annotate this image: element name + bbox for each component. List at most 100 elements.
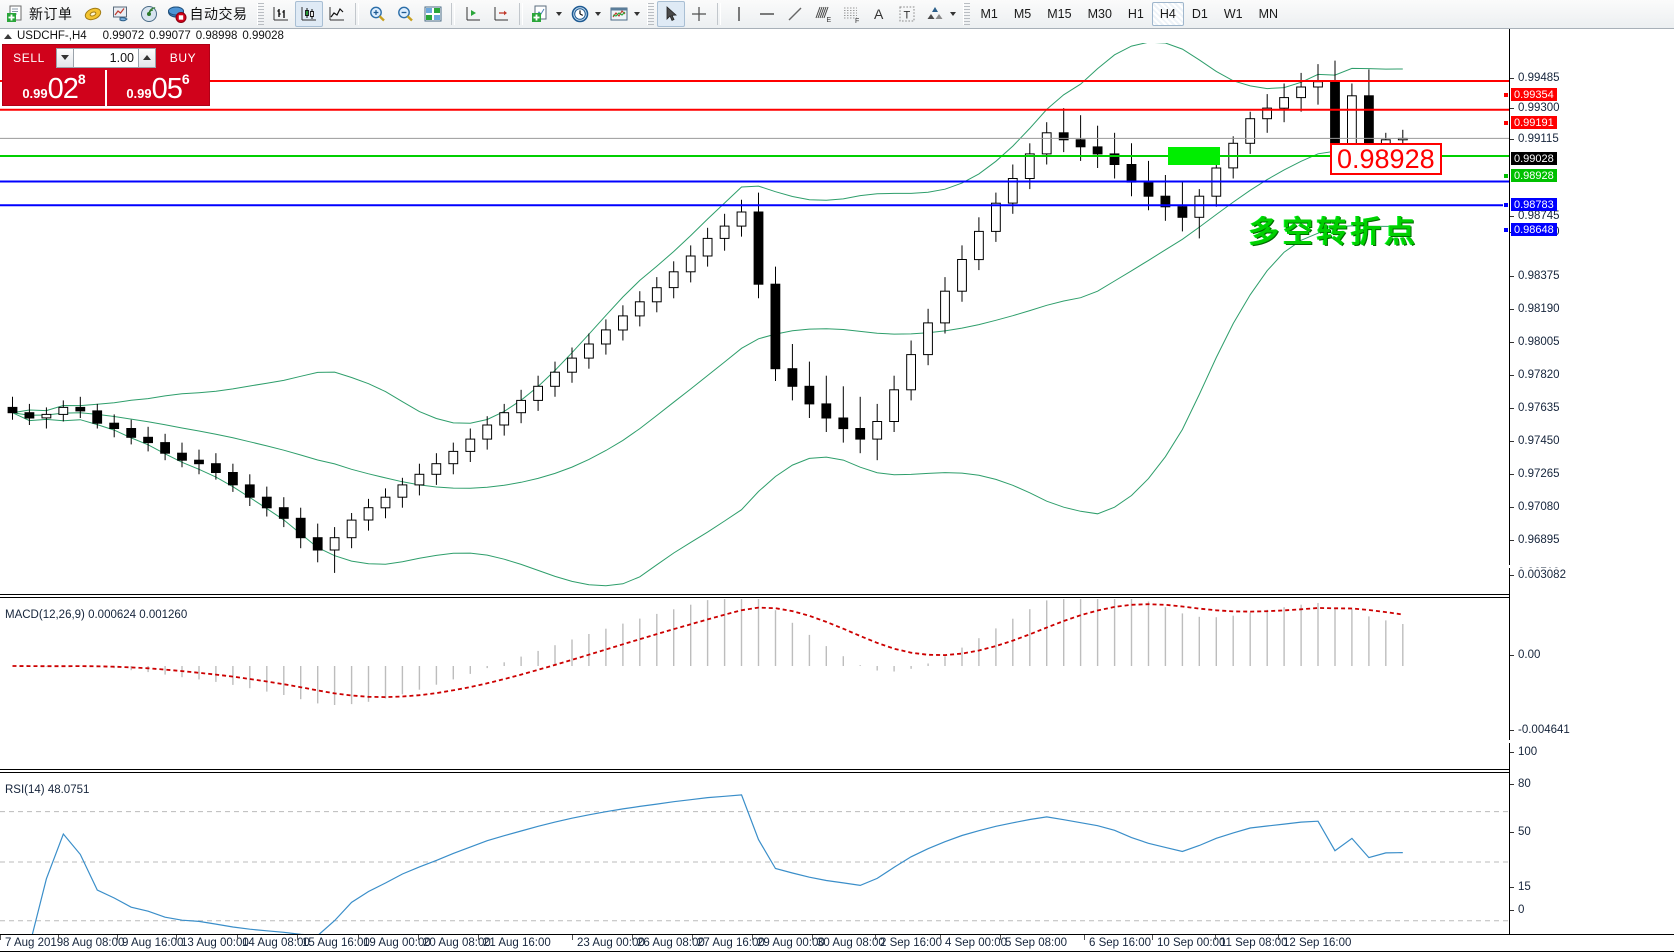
macd-scale[interactable]: 0.003082 0.00 -0.004641 (1509, 568, 1674, 740)
chinese-annotation-note[interactable]: 多空转折点 (1249, 215, 1419, 250)
candle-body (58, 406, 69, 415)
vertical-line-button[interactable] (725, 1, 753, 27)
candle-body (736, 211, 747, 227)
blue-line-label[interactable]: 0.98783 (1503, 198, 1557, 211)
chart-templates-button[interactable] (605, 1, 644, 27)
last-price-label[interactable]: 0.99028 (1511, 152, 1557, 165)
chart-templates-dropdown-caret[interactable] (633, 12, 640, 16)
candle-body (821, 403, 832, 419)
crosshair-button[interactable] (685, 1, 713, 27)
candle-body (855, 428, 866, 440)
price-scale[interactable]: 0.994850.993000.991150.987450.985600.983… (1503, 29, 1674, 612)
cursor-button[interactable] (656, 1, 685, 27)
timeframe-w1[interactable]: W1 (1223, 7, 1243, 21)
text-label-button[interactable]: T (893, 1, 921, 27)
time-axis-label: 5 Sep 08:00 (1005, 937, 1068, 949)
objects-icon (925, 4, 945, 24)
candle-body (397, 484, 408, 498)
timeframe-m15[interactable]: M15 (1047, 7, 1072, 21)
period-button[interactable] (566, 1, 605, 27)
buy-button[interactable]: 0.99 05 6 (105, 70, 209, 106)
zoom-in-button[interactable] (363, 1, 391, 27)
chart-shift-button[interactable] (459, 1, 487, 27)
green-highlight-block[interactable] (1168, 147, 1220, 165)
objects-dropdown-caret[interactable] (949, 12, 956, 16)
publish-button[interactable] (107, 1, 135, 27)
timeframe-h4[interactable]: H4 (1151, 2, 1184, 26)
volume-increase-button[interactable] (138, 47, 156, 68)
timeframe-mn[interactable]: MN (1258, 7, 1279, 21)
volume-input[interactable]: 1.00 (74, 47, 138, 68)
candle-body (92, 410, 103, 424)
templates-button[interactable] (79, 1, 107, 27)
candle-body (414, 473, 425, 486)
time-axis[interactable]: 7 Aug 2019 8 Aug 08:00 9 Aug 16:00 13 Aug 0… (0, 934, 1674, 952)
timeframe-h1[interactable]: H1 (1127, 7, 1144, 21)
sell-price-prefix: 0.99 (22, 86, 48, 101)
volume-decrease-button[interactable] (56, 47, 74, 68)
green-line-label[interactable]: 0.98928 (1503, 169, 1557, 182)
ohlc-open: 0.99072 (102, 30, 145, 42)
candlestick-chart-button[interactable] (294, 1, 323, 27)
candle-body (126, 428, 137, 438)
blue-line-label[interactable]: 0.98648 (1503, 223, 1557, 236)
auto-trading-button[interactable]: 自动交易 (163, 1, 254, 27)
chart-area[interactable]: MACD(12,26,9) 0.000624 0.001260 RSI(14) … (0, 29, 1674, 947)
indicators-icon (531, 4, 551, 24)
sell-button[interactable]: 0.99 02 8 (3, 70, 105, 106)
timeframe-m5[interactable]: M5 (1013, 7, 1032, 21)
text-button[interactable]: A (865, 1, 893, 27)
price-chart-pane[interactable] (0, 43, 1509, 594)
candle-body (177, 452, 187, 461)
new-order-button[interactable]: 新订单 (2, 1, 79, 27)
timeframe-m1[interactable]: M1 (980, 7, 998, 21)
candle-body (1075, 139, 1086, 148)
timeframe-m30[interactable]: M30 (1087, 7, 1112, 21)
candle-body (685, 255, 696, 273)
one-click-trading-panel[interactable]: SELL 1.00 BUY 0.99 02 8 0.99 05 6 (2, 44, 210, 106)
indicators-button[interactable] (527, 1, 566, 27)
time-axis-separator (1084, 935, 1085, 940)
text-icon: A (869, 4, 889, 24)
pane-divider-1b (0, 597, 1674, 598)
rsi-scale[interactable]: 100 80 50 15 0 (1509, 743, 1674, 934)
rsi-pane[interactable] (0, 774, 1509, 949)
red-line-label[interactable]: 0.99191 (1503, 116, 1557, 129)
toolbar-grip-3[interactable] (962, 3, 970, 25)
volume-stepper[interactable]: 1.00 (56, 47, 156, 68)
candle-body (160, 442, 170, 454)
macd-pane[interactable] (0, 599, 1509, 767)
tile-windows-button[interactable] (419, 1, 447, 27)
horizontal-line-button[interactable] (753, 1, 781, 27)
candle-body (974, 230, 984, 261)
period-clock-icon (570, 4, 590, 24)
candle-body (838, 417, 849, 430)
timeframe-d1[interactable]: D1 (1191, 7, 1208, 21)
objects-button[interactable] (921, 1, 960, 27)
time-axis-separator (812, 935, 813, 940)
fibonacci-button[interactable]: F (837, 1, 865, 27)
new-order-label: 新订单 (29, 6, 73, 22)
toolbar-separator-3 (518, 3, 523, 25)
time-axis-label: 19 Aug 00:00 (363, 937, 431, 949)
indicators-dropdown-caret[interactable] (555, 12, 562, 16)
time-axis-label: 7 Aug 2019 (5, 937, 64, 949)
collapse-triangle-icon[interactable] (4, 33, 12, 39)
bar-chart-button[interactable] (267, 1, 295, 27)
auto-scroll-button[interactable] (487, 1, 515, 27)
signals-button[interactable] (135, 1, 163, 27)
toolbar-grip-1[interactable] (256, 3, 264, 25)
candle-body (295, 517, 306, 539)
rsi-line (28, 794, 1403, 947)
time-axis-label: 26 Aug 08:00 (637, 937, 705, 949)
period-dropdown-caret[interactable] (594, 12, 601, 16)
line-chart-button[interactable] (323, 1, 351, 27)
zoom-out-button[interactable] (391, 1, 419, 27)
red-line-label[interactable]: 0.99354 (1503, 88, 1557, 101)
price-annotation-box[interactable]: 0.98928 (1330, 143, 1442, 175)
candle-body (448, 450, 459, 465)
toolbar-grip-2[interactable] (646, 3, 654, 25)
elliott-wave-button[interactable]: E (809, 1, 837, 27)
time-axis-separator (1278, 935, 1279, 940)
trendline-button[interactable] (781, 1, 809, 27)
